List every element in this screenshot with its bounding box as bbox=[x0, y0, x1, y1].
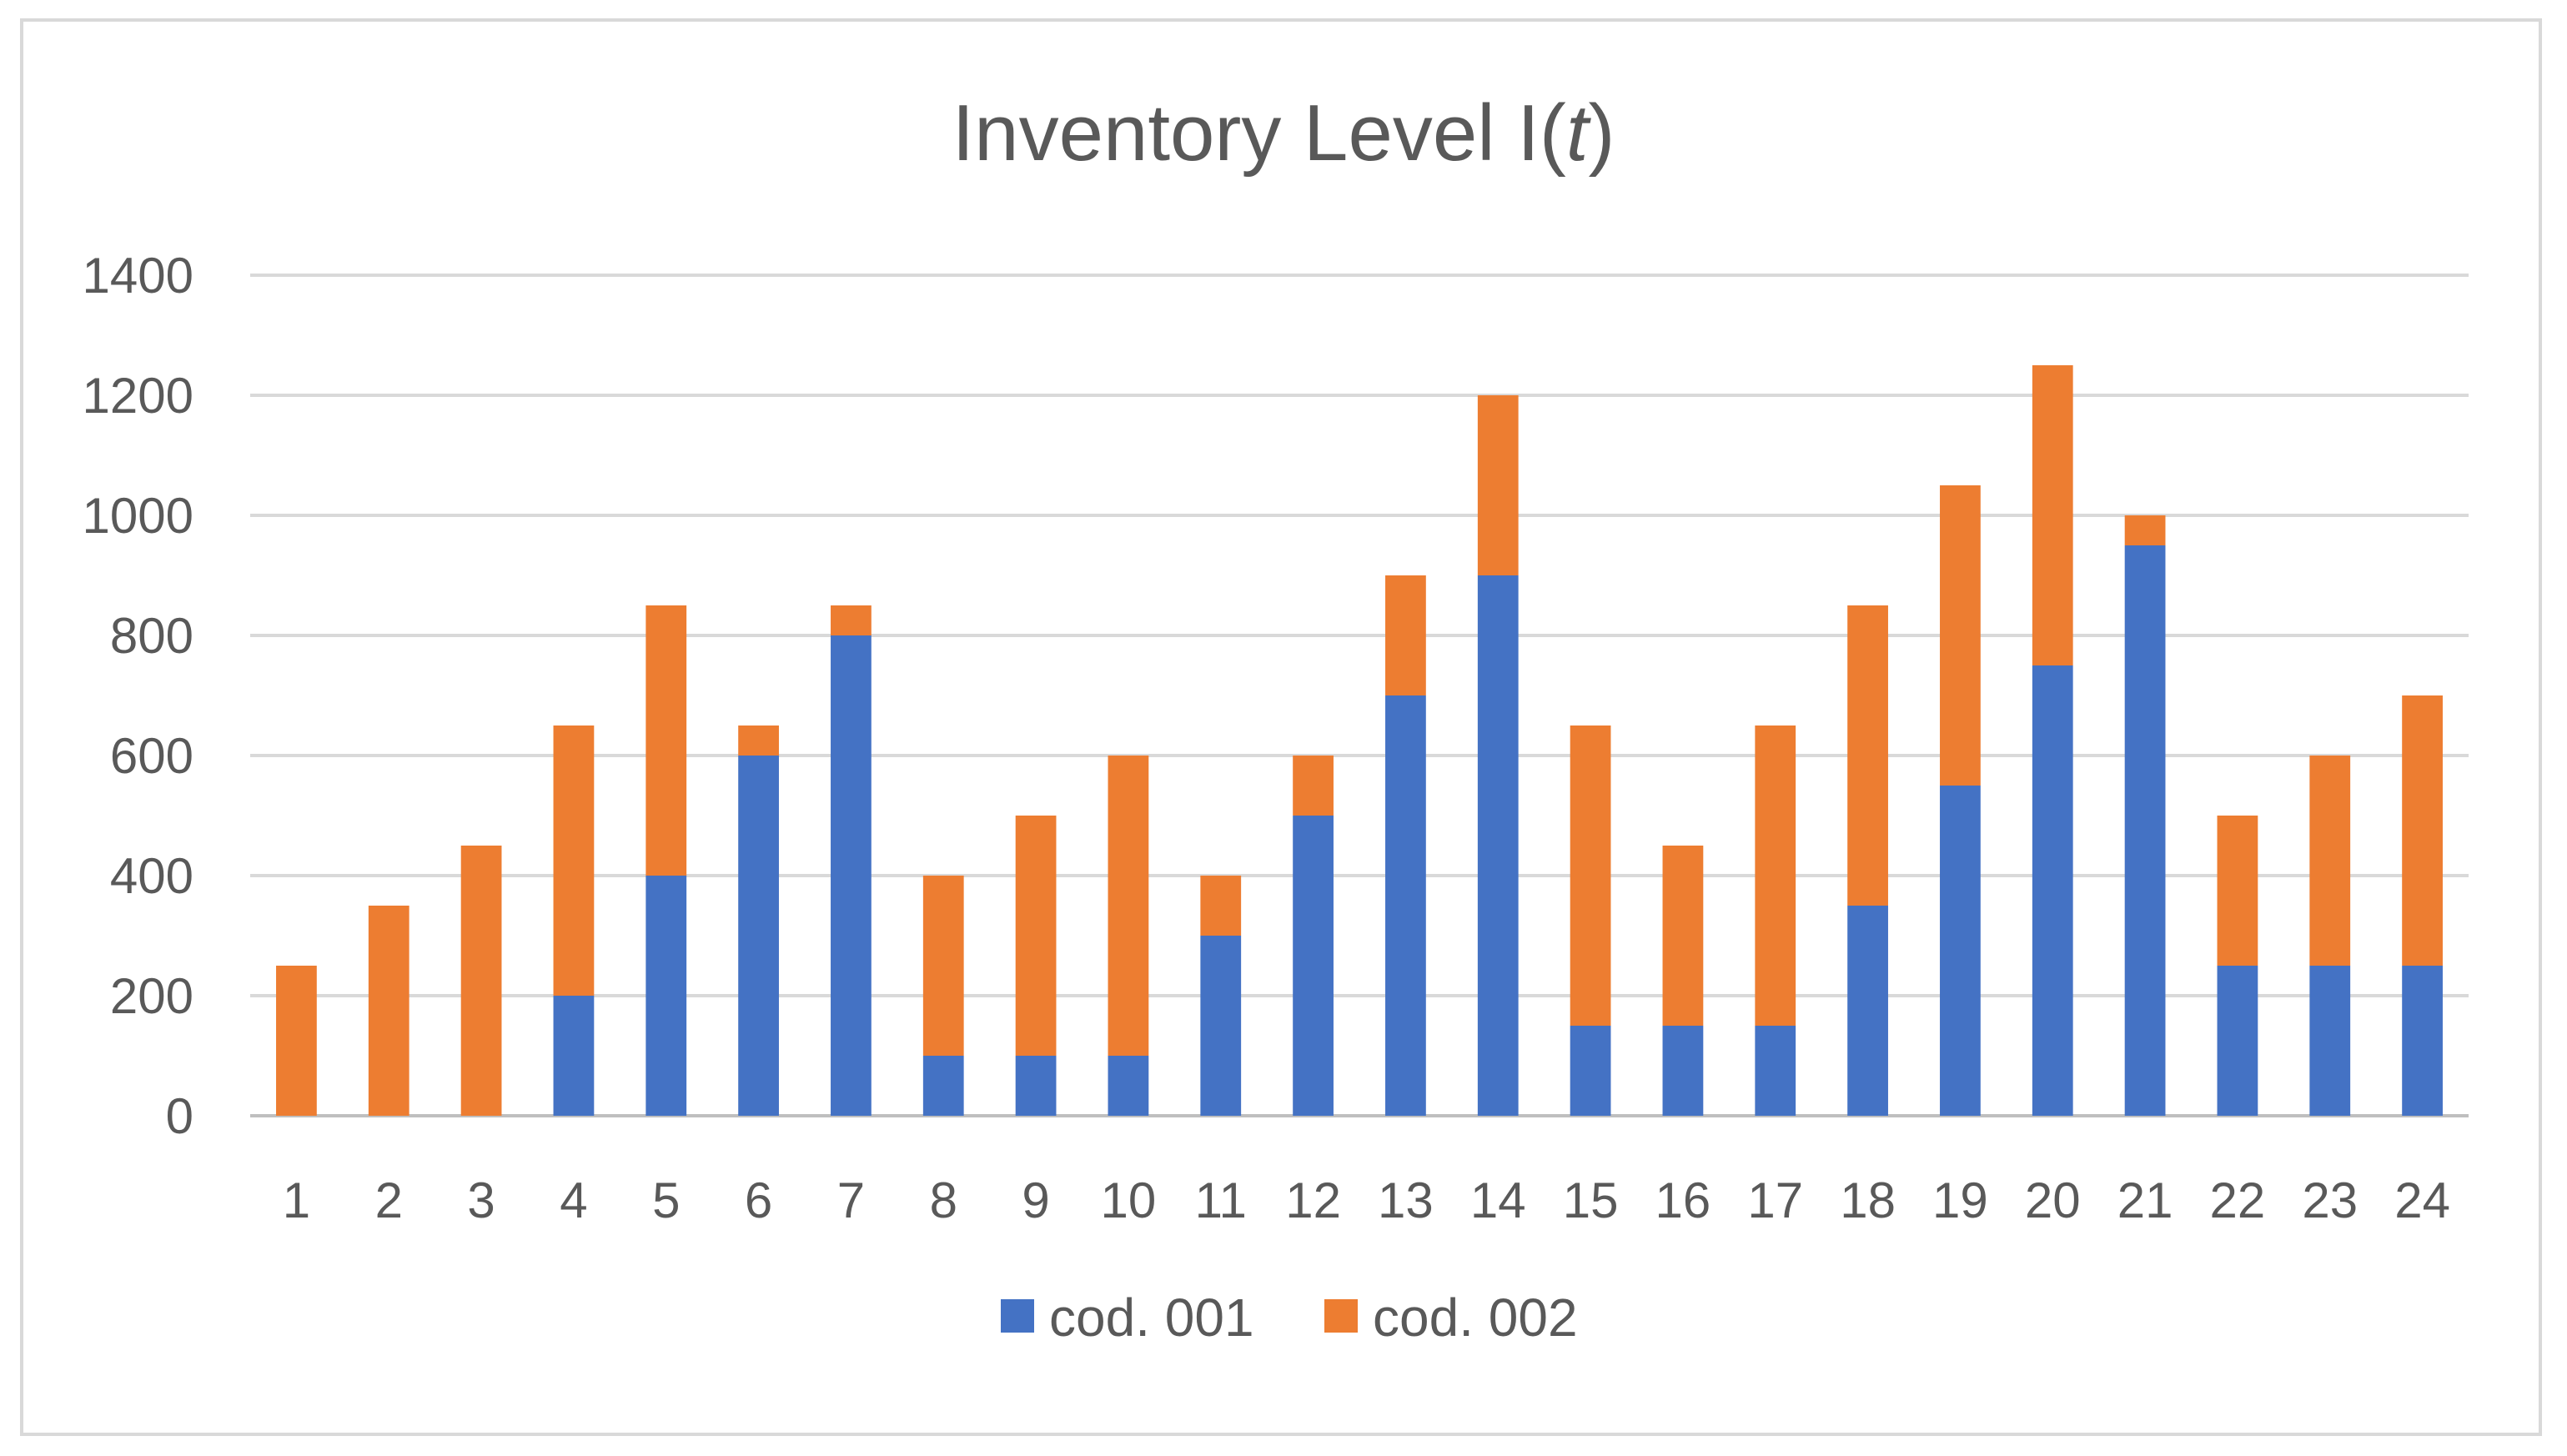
y-tick-label: 400 bbox=[110, 848, 193, 904]
bar-segment-cod-002 bbox=[1847, 605, 1888, 906]
x-tick-label: 9 bbox=[1022, 1172, 1049, 1228]
bar-segment-cod-002 bbox=[368, 906, 409, 1116]
bar-segment-cod-001 bbox=[1570, 1026, 1611, 1116]
bar-segment-cod-001 bbox=[1477, 575, 1519, 1116]
bar-segment-cod-001 bbox=[922, 1056, 964, 1116]
bar-segment-cod-002 bbox=[1293, 756, 1334, 816]
bar-segment-cod-001 bbox=[2402, 966, 2443, 1116]
y-axis-ticks: 0 200 400 600 800 1000 1200 1400 bbox=[83, 248, 193, 1144]
bar-segment-cod-001 bbox=[1662, 1026, 1704, 1116]
legend-label: cod. 002 bbox=[1373, 1288, 1578, 1348]
bar-segment-cod-001 bbox=[1755, 1026, 1796, 1116]
bar-segment-cod-002 bbox=[1755, 725, 1796, 1026]
bar-segment-cod-001 bbox=[1293, 816, 1334, 1116]
bar-segment-cod-001 bbox=[738, 756, 779, 1116]
bar-segment-cod-002 bbox=[922, 876, 964, 1056]
bar-segment-cod-002 bbox=[1662, 846, 1704, 1026]
x-tick-label: 20 bbox=[2025, 1172, 2081, 1228]
x-tick-label: 13 bbox=[1378, 1172, 1434, 1228]
x-tick-label: 5 bbox=[652, 1172, 680, 1228]
bar-segment-cod-002 bbox=[2032, 365, 2073, 665]
bar-segment-cod-001 bbox=[831, 635, 872, 1116]
bar-segment-cod-002 bbox=[1385, 575, 1426, 695]
y-tick-label: 600 bbox=[110, 728, 193, 784]
bar-segment-cod-002 bbox=[460, 846, 502, 1116]
x-tick-label: 11 bbox=[1195, 1172, 1247, 1228]
x-tick-label: 3 bbox=[467, 1172, 495, 1228]
bar-segment-cod-001 bbox=[1847, 906, 1888, 1116]
gridlines bbox=[250, 274, 2469, 1117]
x-tick-label: 18 bbox=[1840, 1172, 1896, 1228]
bar-segment-cod-002 bbox=[2402, 695, 2443, 966]
bar-segment-cod-001 bbox=[1940, 786, 1981, 1116]
x-tick-label: 10 bbox=[1101, 1172, 1157, 1228]
x-axis-ticks: 1 2 3 4 5 6 7 8 9 10 11 12 13 14 15 16 17 18 19 20 21 22 23 24 bbox=[283, 1172, 2450, 1228]
chart-frame bbox=[20, 18, 2542, 1436]
x-tick-label: 15 bbox=[1563, 1172, 1619, 1228]
bar-segment-cod-002 bbox=[738, 725, 779, 756]
bar-segment-cod-001 bbox=[1015, 1056, 1057, 1116]
x-tick-label: 14 bbox=[1470, 1172, 1526, 1228]
legend-swatch bbox=[1001, 1299, 1034, 1333]
bar-segment-cod-001 bbox=[2309, 966, 2351, 1116]
x-tick-label: 24 bbox=[2394, 1172, 2450, 1228]
y-tick-label: 800 bbox=[110, 608, 193, 664]
x-tick-label: 12 bbox=[1285, 1172, 1341, 1228]
legend: cod. 001 cod. 002 bbox=[1001, 1288, 1578, 1348]
x-tick-label: 21 bbox=[2117, 1172, 2173, 1228]
bars bbox=[276, 365, 2443, 1116]
x-tick-label: 8 bbox=[930, 1172, 957, 1228]
bar-segment-cod-002 bbox=[276, 966, 317, 1116]
legend-swatch bbox=[1324, 1299, 1358, 1333]
y-tick-label: 1400 bbox=[83, 248, 193, 304]
x-tick-label: 4 bbox=[560, 1172, 587, 1228]
bar-segment-cod-002 bbox=[1570, 725, 1611, 1026]
bar-segment-cod-001 bbox=[646, 876, 687, 1116]
bar-segment-cod-002 bbox=[2217, 816, 2258, 966]
bar-segment-cod-002 bbox=[1940, 485, 1981, 786]
bar-segment-cod-001 bbox=[2032, 665, 2073, 1116]
bar-segment-cod-001 bbox=[2124, 545, 2166, 1116]
bar-segment-cod-001 bbox=[1200, 936, 1242, 1116]
x-tick-label: 19 bbox=[1932, 1172, 1988, 1228]
bar-segment-cod-001 bbox=[553, 996, 595, 1116]
bar-segment-cod-002 bbox=[831, 605, 872, 635]
legend-label: cod. 001 bbox=[1049, 1288, 1254, 1348]
x-tick-label: 22 bbox=[2210, 1172, 2266, 1228]
x-tick-label: 6 bbox=[745, 1172, 772, 1228]
bar-segment-cod-001 bbox=[1385, 695, 1426, 1116]
y-tick-label: 200 bbox=[110, 968, 193, 1024]
bar-segment-cod-002 bbox=[553, 725, 595, 996]
x-tick-label: 23 bbox=[2302, 1172, 2358, 1228]
bar-segment-cod-001 bbox=[2217, 966, 2258, 1116]
bar-segment-cod-002 bbox=[1015, 816, 1057, 1056]
chart-title: Inventory Level I(t) bbox=[952, 88, 1615, 178]
y-tick-label: 1000 bbox=[83, 488, 193, 544]
x-tick-label: 2 bbox=[375, 1172, 403, 1228]
bar-segment-cod-002 bbox=[1108, 756, 1149, 1056]
x-tick-label: 7 bbox=[837, 1172, 865, 1228]
bar-segment-cod-002 bbox=[1477, 395, 1519, 575]
x-tick-label: 16 bbox=[1655, 1172, 1711, 1228]
x-tick-label: 17 bbox=[1747, 1172, 1803, 1228]
bar-segment-cod-002 bbox=[2309, 756, 2351, 966]
bar-segment-cod-002 bbox=[646, 605, 687, 876]
bar-segment-cod-002 bbox=[2124, 515, 2166, 545]
x-tick-label: 1 bbox=[283, 1172, 310, 1228]
y-tick-label: 0 bbox=[166, 1088, 193, 1144]
bar-segment-cod-001 bbox=[1108, 1056, 1149, 1116]
y-tick-label: 1200 bbox=[83, 368, 193, 424]
bar-segment-cod-002 bbox=[1200, 876, 1242, 936]
